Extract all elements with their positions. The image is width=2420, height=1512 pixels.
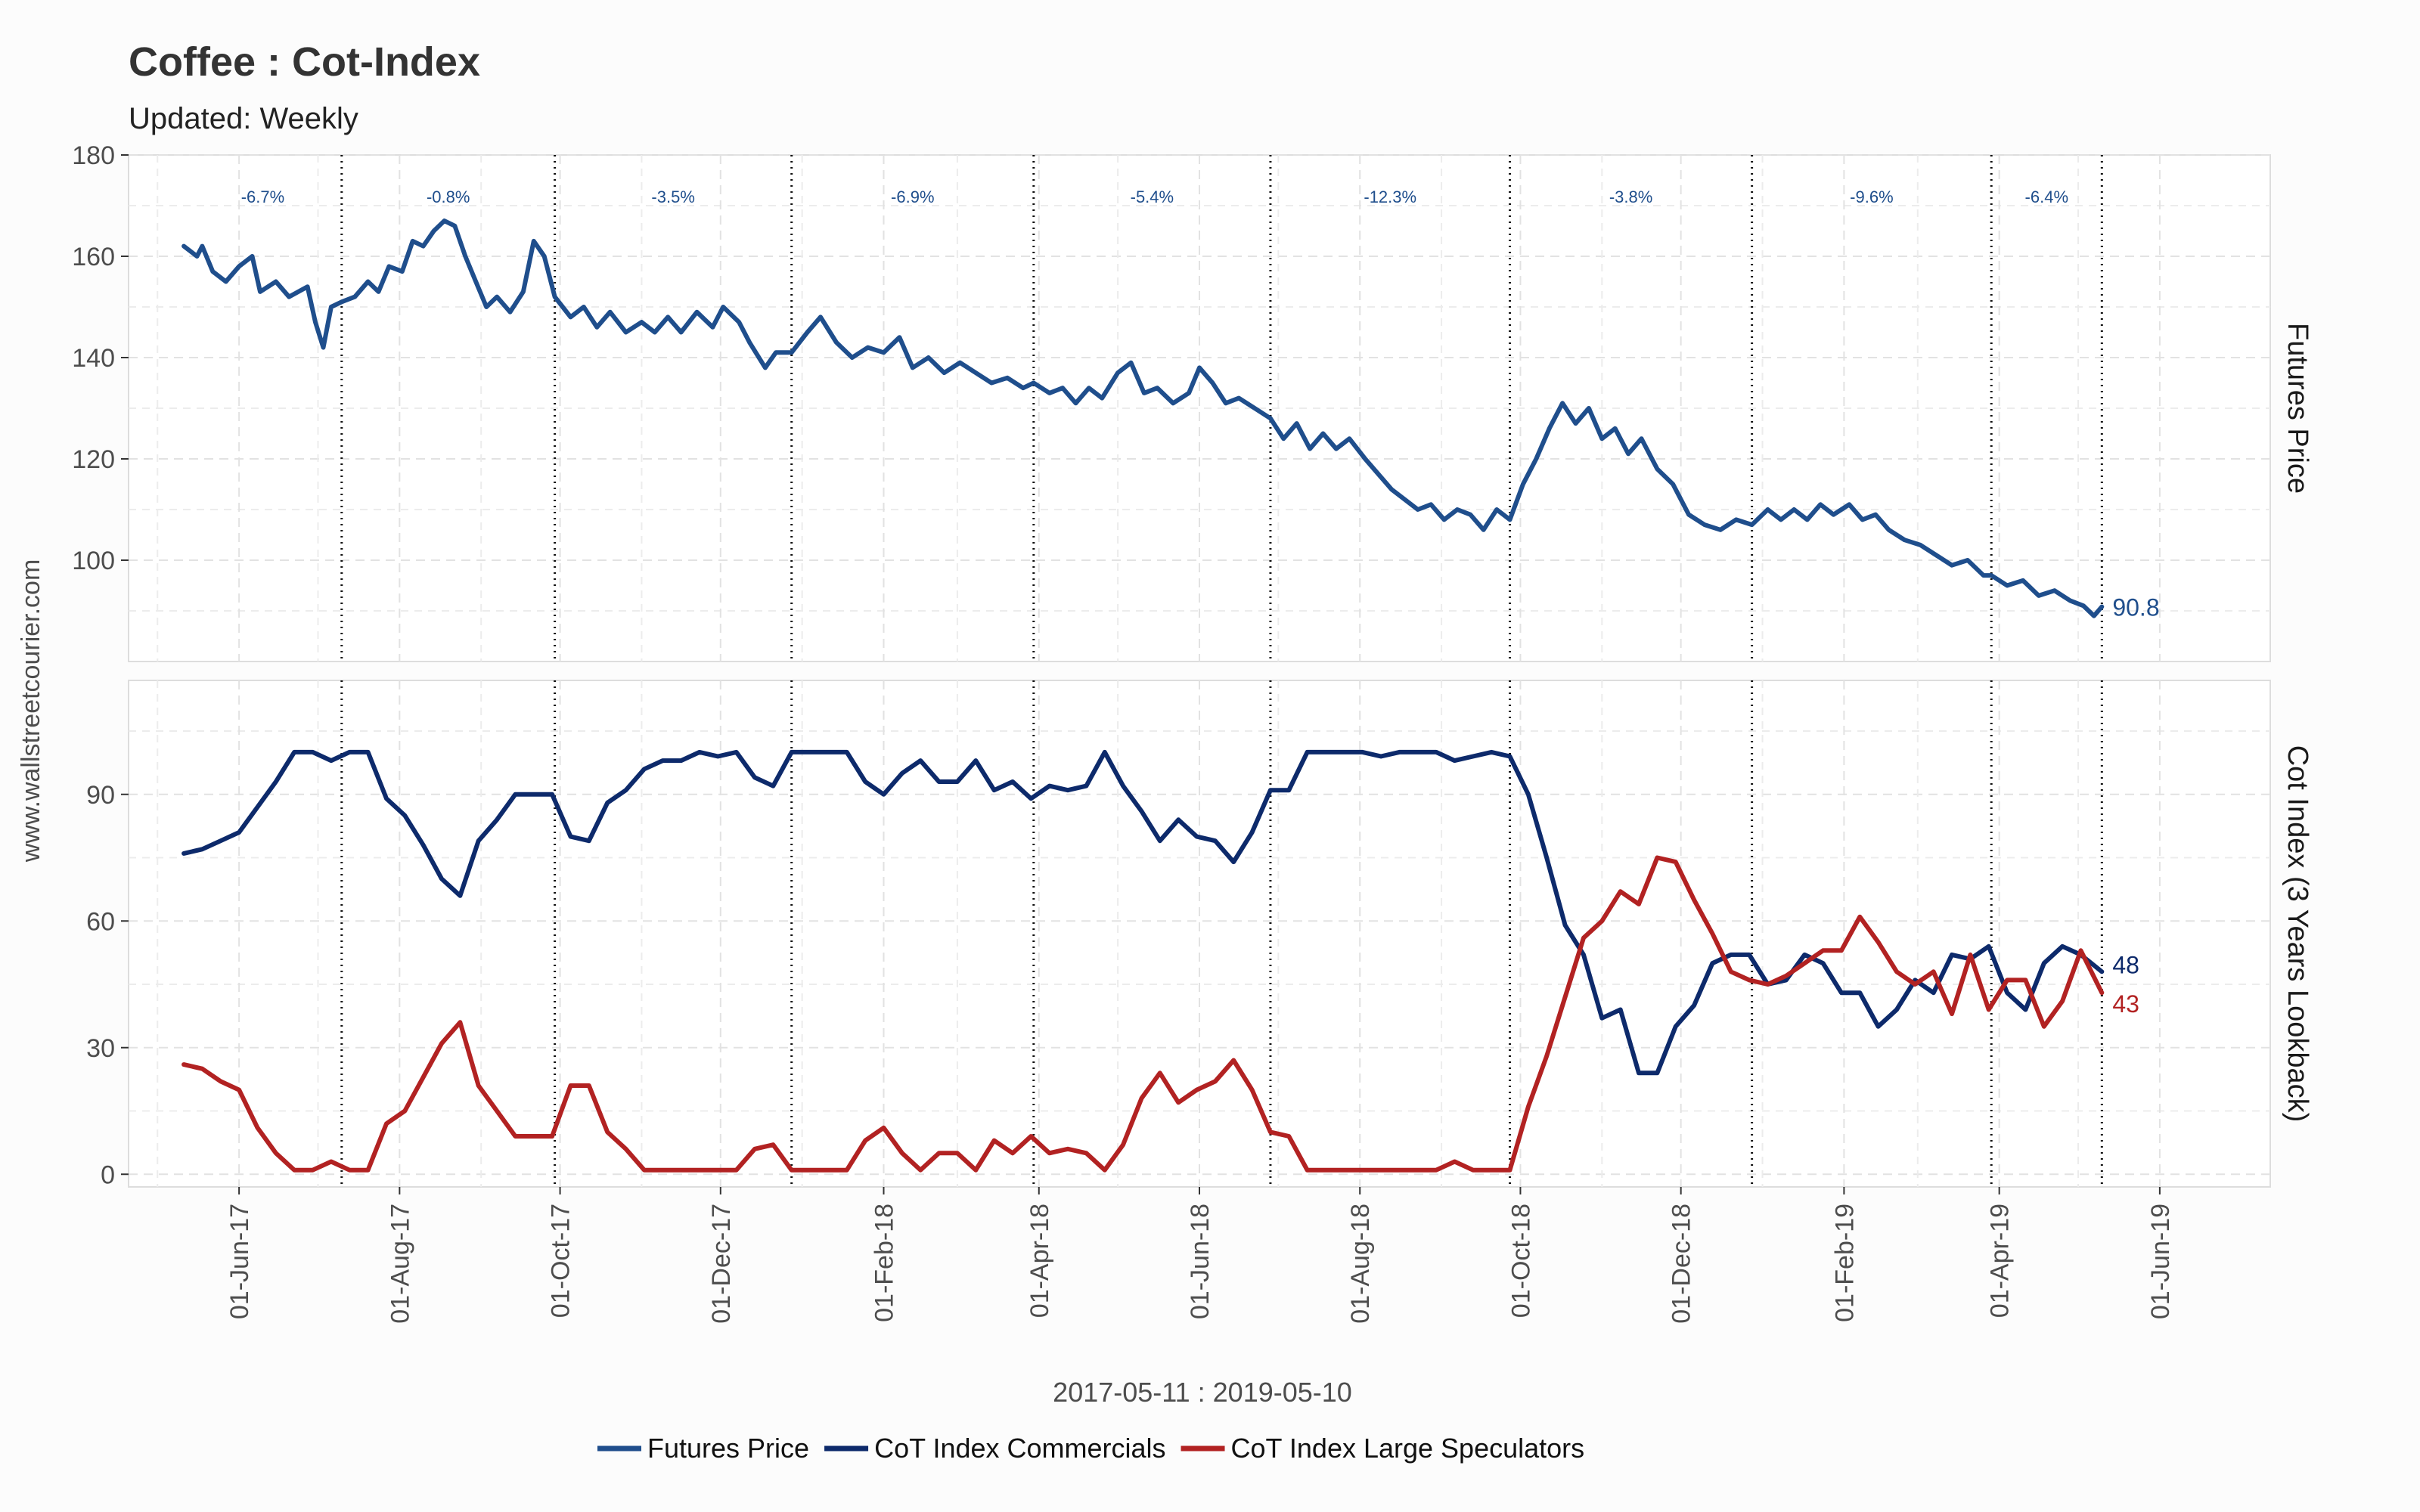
- x-tick-label: 01-Dec-18: [1668, 1204, 1696, 1324]
- x-tick-label: 01-Aug-17: [386, 1204, 414, 1324]
- chart-title: Coffee : Cot-Index: [129, 39, 480, 85]
- period-change-label: -3.8%: [1609, 187, 1652, 206]
- x-axis-title: 2017-05-11 : 2019-05-10: [1053, 1377, 1352, 1408]
- panel-strip-label: Cot Index (3 Years Lookback): [2282, 745, 2313, 1123]
- period-change-label: -6.9%: [891, 187, 934, 206]
- x-tick-label: 01-Oct-17: [547, 1204, 576, 1318]
- legend-label: Futures Price: [647, 1433, 809, 1464]
- period-change-label: -5.4%: [1131, 187, 1174, 206]
- series-line-cot-index-large-speculators: [182, 855, 2105, 1173]
- y-tick-label: 0: [101, 1160, 115, 1189]
- x-tick-label: 01-Feb-18: [870, 1204, 899, 1322]
- series-line-cot-index-commercials: [182, 749, 2105, 1076]
- data-layer: [182, 218, 2105, 1173]
- legend-label: CoT Index Large Speculators: [1231, 1433, 1585, 1464]
- y-tick-label: 120: [72, 445, 115, 474]
- series-last-value-label: 43: [2112, 990, 2139, 1018]
- y-tick-label: 60: [86, 907, 115, 936]
- series-last-value-label: 90.8: [2112, 594, 2159, 621]
- period-change-label: -0.8%: [427, 187, 470, 206]
- legend: Futures Price CoT Index Commercials CoT In…: [597, 1433, 1584, 1464]
- y-tick-label: 90: [86, 781, 115, 810]
- watermark: www.wallstreetcourier.com: [17, 559, 45, 863]
- x-tick-label: 01-Oct-18: [1506, 1204, 1535, 1318]
- x-tick-label: 01-Feb-19: [1830, 1204, 1859, 1322]
- x-tick-label: 01-Jun-17: [225, 1204, 254, 1319]
- y-tick-label: 160: [72, 243, 115, 271]
- y-tick-label: 30: [86, 1034, 115, 1063]
- y-tick-label: 180: [72, 141, 115, 170]
- x-tick-label: 01-Aug-18: [1346, 1204, 1375, 1324]
- legend-label: CoT Index Commercials: [874, 1433, 1165, 1464]
- period-change-label: -12.3%: [1364, 187, 1416, 206]
- grid-layer: [121, 154, 2271, 1194]
- series-last-value-label: 48: [2112, 951, 2139, 978]
- period-change-label: -3.5%: [651, 187, 694, 206]
- x-tick-label: 01-Dec-17: [707, 1204, 736, 1324]
- y-tick-label: 140: [72, 344, 115, 373]
- series-line-futures-price: [182, 218, 2105, 618]
- x-tick-label: 01-Jun-18: [1186, 1204, 1215, 1319]
- y-tick-label: 100: [72, 547, 115, 575]
- period-change-label: -6.4%: [2025, 187, 2068, 206]
- x-tick-label: 01-Apr-18: [1025, 1204, 1054, 1318]
- panel-strip-label: Futures Price: [2282, 323, 2313, 494]
- x-tick-label: 01-Apr-19: [1986, 1204, 2015, 1318]
- chart-subtitle: Updated: Weekly: [129, 102, 358, 135]
- period-change-label: -6.7%: [241, 187, 284, 206]
- x-tick-label: 01-Jun-19: [2146, 1204, 2175, 1319]
- period-change-label: -9.6%: [1850, 187, 1893, 206]
- labels-layer: 100 120 140 160 180 Futures Price 90.8 0 30 60 90 C…: [72, 141, 2313, 1324]
